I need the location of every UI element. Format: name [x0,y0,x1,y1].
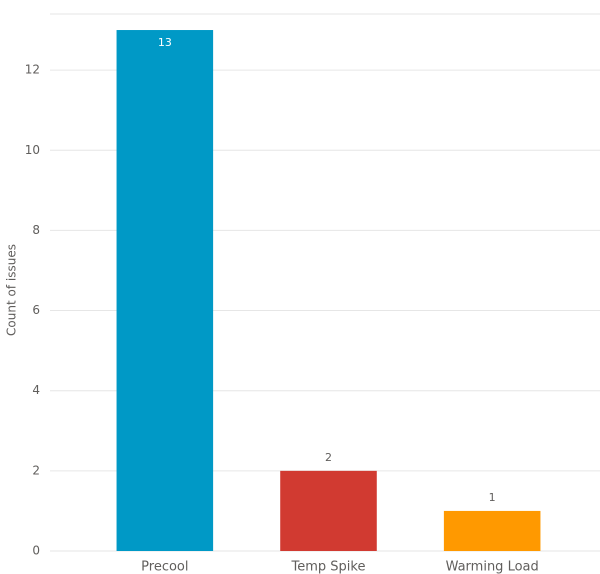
x-tick-label: Precool [141,560,188,574]
bar [116,30,214,552]
bar [280,470,377,551]
y-tick-label: 0 [32,544,40,558]
x-tick-label: Temp Spike [291,560,366,574]
y-tick-label: 6 [32,303,40,317]
data-label: 13 [158,36,172,49]
y-tick-label: 12 [25,63,40,77]
y-axis-title: Count of issues [5,244,19,336]
data-label: 1 [489,491,496,504]
y-tick-label: 10 [25,143,40,157]
x-tick-label: Warming Load [446,560,539,574]
y-tick-label: 4 [32,383,40,397]
y-tick-label: 2 [32,463,40,477]
y-tick-label: 8 [32,223,40,237]
bar [443,510,541,551]
data-label: 2 [325,451,332,464]
